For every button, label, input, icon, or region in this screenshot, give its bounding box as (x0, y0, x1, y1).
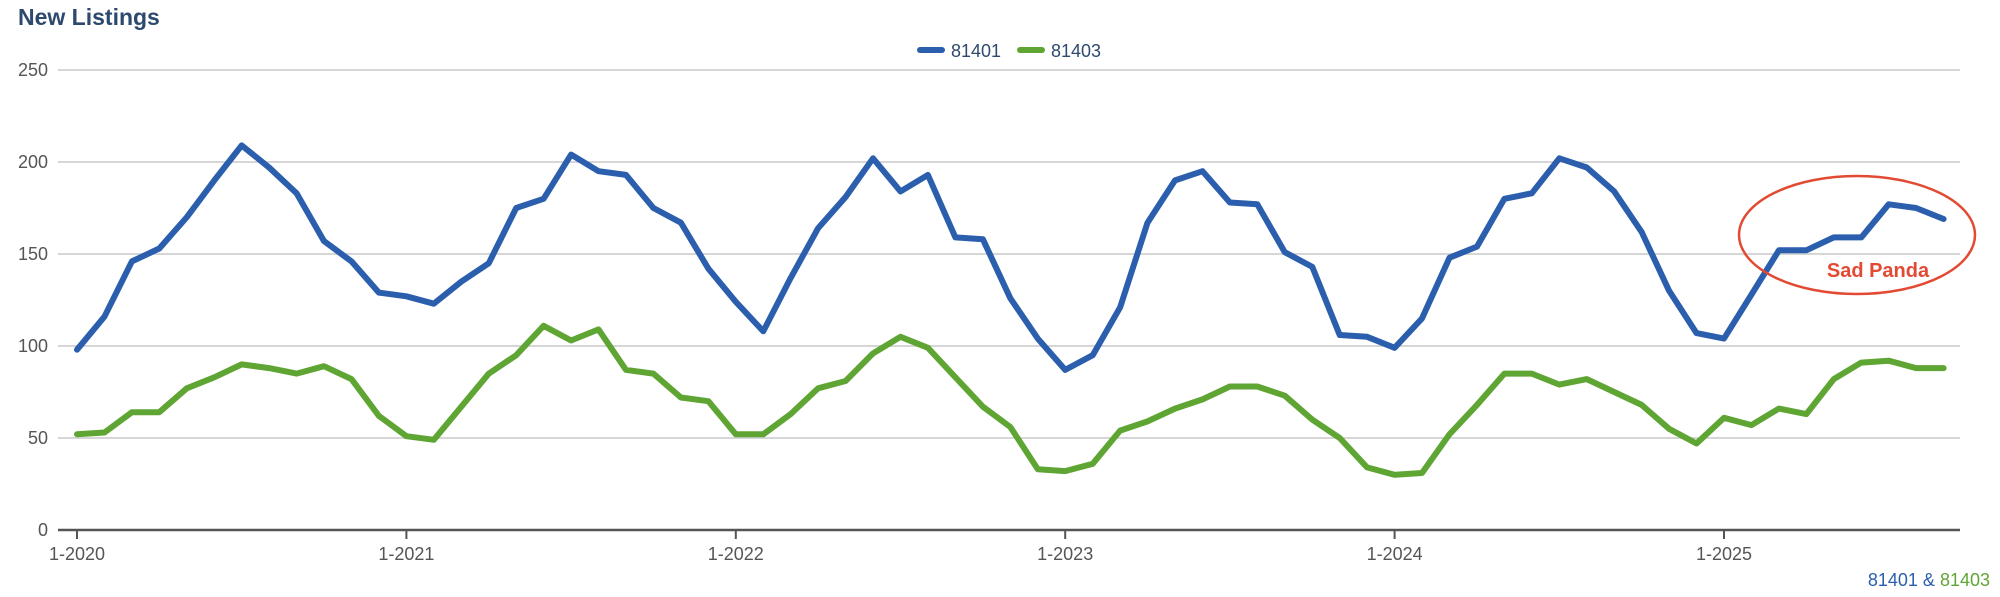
x-tick-label: 1-2020 (49, 544, 105, 564)
grid-lines (58, 69, 1960, 439)
series-line-81403 (74, 322, 1947, 478)
y-tick-label: 250 (18, 60, 48, 80)
legend: 81401 81403 (917, 41, 1101, 61)
annotation-label: Sad Panda (1827, 260, 1930, 282)
x-tick-label: 1-2022 (708, 544, 764, 564)
annotation: Sad Panda (1737, 174, 1977, 296)
y-tick-label: 0 (38, 520, 48, 540)
footer-ampersand: & (1922, 570, 1935, 590)
y-axis-ticks: 0 50 100 150 200 250 (18, 60, 48, 540)
y-tick-label: 50 (28, 428, 48, 448)
series-lines (74, 142, 1947, 478)
footer-series-note: 81401 & 81403 (1868, 570, 1990, 591)
legend-label-81403: 81403 (1051, 41, 1101, 61)
footer-series-2: 81403 (1939, 570, 1990, 590)
x-tick-label: 1-2023 (1037, 544, 1093, 564)
chart-title: New Listings (18, 4, 160, 30)
series-line-81401 (74, 142, 1947, 373)
x-tick-label: 1-2025 (1696, 544, 1752, 564)
y-tick-label: 150 (18, 244, 48, 264)
annotation-ellipse (1737, 174, 1977, 296)
y-tick-label: 200 (18, 152, 48, 172)
footer-series-1: 81401 (1867, 570, 1918, 590)
x-axis: 1-2020 1-2021 1-2022 1-2023 1-2024 1-2025 (49, 528, 1960, 564)
y-tick-label: 100 (18, 336, 48, 356)
legend-label-81401: 81401 (951, 41, 1001, 61)
x-tick-label: 1-2024 (1367, 544, 1423, 564)
x-tick-label: 1-2021 (378, 544, 434, 564)
